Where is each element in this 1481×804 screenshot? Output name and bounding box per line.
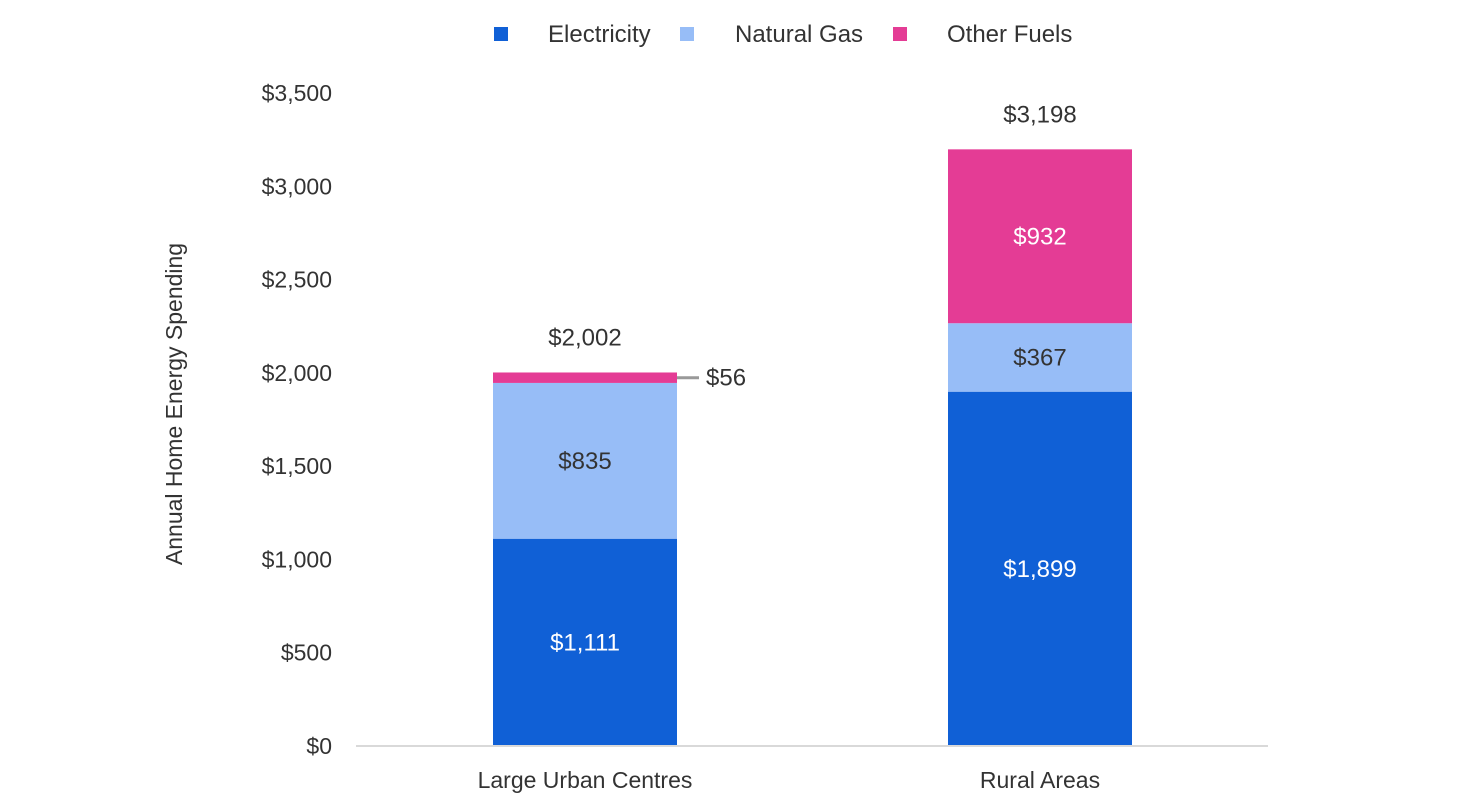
y-tick-label: $2,000 bbox=[262, 360, 332, 386]
legend-label: Electricity bbox=[548, 21, 651, 48]
bar-segment-electricity bbox=[493, 538, 677, 746]
x-axis: Large Urban Centres Rural Areas bbox=[478, 767, 1100, 793]
y-tick-label: $1,500 bbox=[262, 453, 332, 479]
x-category-label: Large Urban Centres bbox=[478, 767, 693, 793]
y-tick-label: $3,000 bbox=[262, 173, 332, 199]
y-axis-title: Annual Home Energy Spending bbox=[161, 243, 187, 565]
y-tick-label: $3,500 bbox=[262, 80, 332, 106]
y-tick-label: $2,500 bbox=[262, 267, 332, 293]
data-label: $1,111 bbox=[550, 629, 620, 656]
y-tick-label: $500 bbox=[281, 640, 332, 666]
y-tick-label: $1,000 bbox=[262, 546, 332, 572]
data-label: $932 bbox=[1013, 223, 1066, 250]
data-label: $367 bbox=[1013, 344, 1066, 371]
legend-swatch-other-fuels bbox=[893, 27, 907, 41]
data-label: $1,899 bbox=[1003, 556, 1076, 583]
data-label: $835 bbox=[558, 448, 611, 475]
bar-segment-natural-gas bbox=[493, 382, 677, 539]
legend-label: Other Fuels bbox=[947, 21, 1072, 48]
legend-swatch-electricity bbox=[494, 27, 508, 41]
legend-label: Natural Gas bbox=[735, 21, 863, 48]
legend: Electricity Natural Gas Other Fuels bbox=[494, 21, 1072, 48]
total-label: $2,002 bbox=[548, 324, 621, 351]
total-label: $3,198 bbox=[1003, 101, 1076, 128]
y-tick-label: $0 bbox=[306, 733, 332, 759]
x-category-label: Rural Areas bbox=[980, 767, 1100, 793]
bar-segment-electricity bbox=[948, 391, 1132, 746]
bar-segment-other-fuels bbox=[948, 149, 1132, 324]
legend-swatch-natural-gas bbox=[680, 27, 694, 41]
data-label: $56 bbox=[706, 365, 746, 392]
bar-segment-other-fuels bbox=[493, 372, 677, 383]
bar-segment-natural-gas bbox=[948, 323, 1132, 392]
y-axis: $0 $500 $1,000 $1,500 $2,000 $2,500 $3,000 $3,5… bbox=[262, 80, 332, 759]
bars: $1,111 $835 $56 $2,002 $1,899 $367 $932 $3,198 bbox=[493, 101, 1132, 746]
